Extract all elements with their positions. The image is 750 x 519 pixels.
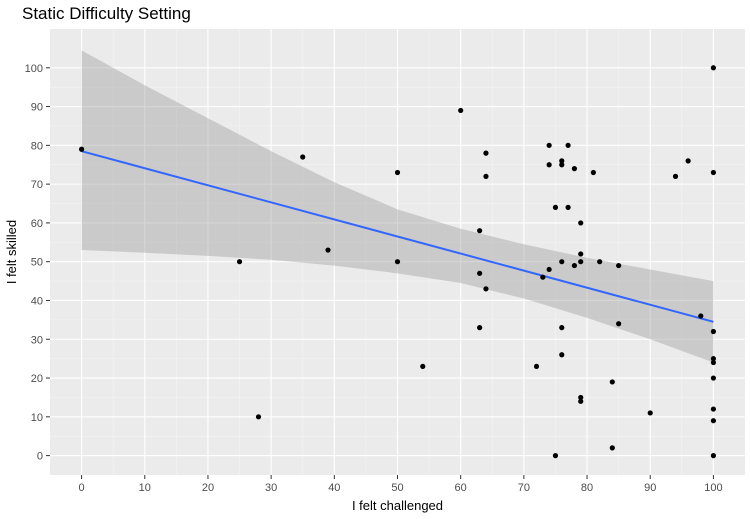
data-point (672, 173, 679, 179)
data-point (394, 259, 401, 265)
data-point (578, 251, 584, 257)
data-point (236, 259, 243, 265)
y-tick-label: 70 (31, 179, 43, 191)
data-point (698, 313, 704, 319)
x-tick-label: 20 (202, 482, 214, 494)
x-tick-label: 40 (328, 482, 340, 494)
data-point (477, 228, 483, 234)
data-point (78, 146, 85, 152)
x-tick-label: 70 (518, 482, 530, 494)
data-point (685, 158, 691, 164)
data-point (540, 274, 546, 280)
data-point (609, 379, 615, 385)
data-point (325, 247, 331, 253)
x-tick-label: 30 (265, 482, 277, 494)
data-point (559, 352, 565, 358)
data-points (78, 65, 717, 459)
y-tick-label: 50 (31, 257, 43, 269)
data-point (710, 328, 717, 335)
data-point (559, 162, 565, 168)
y-tick-label: 100 (25, 63, 43, 75)
x-tick-label: 50 (391, 482, 403, 494)
y-tick-label: 60 (31, 218, 43, 230)
y-tick-label: 80 (31, 140, 43, 152)
data-point (710, 406, 717, 412)
x-tick-label: 60 (455, 482, 467, 494)
data-point (559, 325, 565, 331)
chart-title: Static Difficulty Setting (22, 4, 191, 23)
data-point (565, 142, 571, 148)
x-tick-label: 10 (139, 482, 151, 494)
data-point (609, 445, 615, 451)
data-point (546, 162, 552, 168)
data-point (255, 414, 262, 420)
data-point (597, 259, 603, 265)
data-point (483, 286, 489, 292)
data-point (300, 154, 306, 160)
data-point (420, 363, 426, 370)
data-point (710, 169, 717, 176)
y-tick-label: 40 (31, 295, 43, 307)
data-point (565, 204, 571, 210)
data-point (578, 394, 584, 401)
data-point (552, 204, 559, 210)
y-tick-label: 30 (31, 334, 43, 346)
data-point (477, 325, 483, 331)
y-tick-label: 20 (31, 373, 43, 385)
data-point (477, 270, 483, 276)
data-point (710, 359, 717, 366)
data-point (546, 266, 552, 273)
y-tick-label: 10 (31, 412, 43, 424)
x-tick-label: 100 (704, 482, 722, 494)
data-point (590, 169, 596, 176)
data-point (578, 259, 584, 265)
data-point (647, 410, 653, 416)
x-tick-label: 80 (581, 482, 593, 494)
data-point (559, 158, 565, 164)
x-axis-ticks: 0 10 20 30 40 50 60 70 80 90 100 (79, 475, 723, 494)
data-point (394, 169, 401, 176)
y-axis-ticks: 0 10 20 30 40 50 60 70 80 90 100 (25, 63, 50, 463)
data-point (571, 166, 578, 172)
data-point (616, 321, 622, 327)
data-point (559, 259, 565, 265)
y-axis-title: I felt skilled (4, 220, 19, 284)
data-point (710, 453, 717, 459)
data-point (552, 453, 559, 459)
data-point (483, 173, 489, 179)
data-point (546, 142, 552, 148)
y-tick-label: 90 (31, 102, 43, 114)
data-point (710, 65, 717, 71)
x-tick-label: 0 (79, 482, 85, 494)
data-point (616, 262, 622, 269)
minor-gridlines (50, 29, 745, 475)
data-point (571, 262, 578, 269)
y-tick-label: 0 (37, 451, 43, 463)
data-point (578, 220, 584, 226)
data-point (533, 363, 540, 370)
x-axis-title: I felt challenged (352, 498, 443, 513)
x-tick-label: 90 (644, 482, 656, 494)
trend-line (81, 150, 714, 323)
data-point (710, 418, 717, 424)
data-point (710, 356, 717, 362)
data-point (483, 150, 489, 156)
data-point (458, 107, 464, 114)
data-point (710, 375, 717, 381)
data-point (578, 398, 584, 404)
confidence-band (81, 50, 714, 363)
